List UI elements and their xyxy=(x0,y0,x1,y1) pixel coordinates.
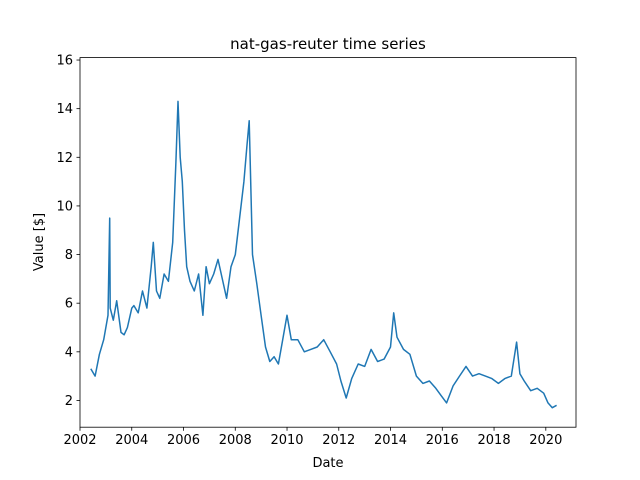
y-axis: 2 4 6 8 10 12 14 16 xyxy=(56,54,80,409)
x-tick-label: 2008 xyxy=(219,433,252,448)
plot-frame xyxy=(79,57,577,428)
y-tick-label: 4 xyxy=(65,345,73,360)
x-axis: 2002 2004 2006 2008 2010 2012 2014 2016 2018 2020 xyxy=(63,427,562,448)
y-tick-label: 6 xyxy=(65,297,73,312)
x-tick-label: 2006 xyxy=(167,433,200,448)
chart-title: nat-gas-reuter time series xyxy=(230,35,426,53)
x-tick-label: 2020 xyxy=(529,433,562,448)
plot-area xyxy=(90,100,557,409)
y-tick-label: 14 xyxy=(56,102,73,117)
y-tick-label: 16 xyxy=(56,54,73,69)
x-axis-label: Date xyxy=(312,456,343,471)
y-tick-label: 12 xyxy=(56,151,73,166)
x-tick-label: 2012 xyxy=(322,433,355,448)
x-tick-label: 2016 xyxy=(426,433,459,448)
x-tick-label: 2014 xyxy=(374,433,407,448)
x-tick-label: 2004 xyxy=(115,433,148,448)
x-tick-label: 2018 xyxy=(478,433,511,448)
x-tick-label: 2010 xyxy=(270,433,303,448)
y-tick-label: 2 xyxy=(65,394,73,409)
x-tick-label: 2002 xyxy=(63,433,96,448)
y-tick-label: 10 xyxy=(56,199,73,214)
y-axis-label: Value [$] xyxy=(32,213,47,271)
y-tick-label: 8 xyxy=(65,248,73,263)
series-line xyxy=(90,100,557,409)
